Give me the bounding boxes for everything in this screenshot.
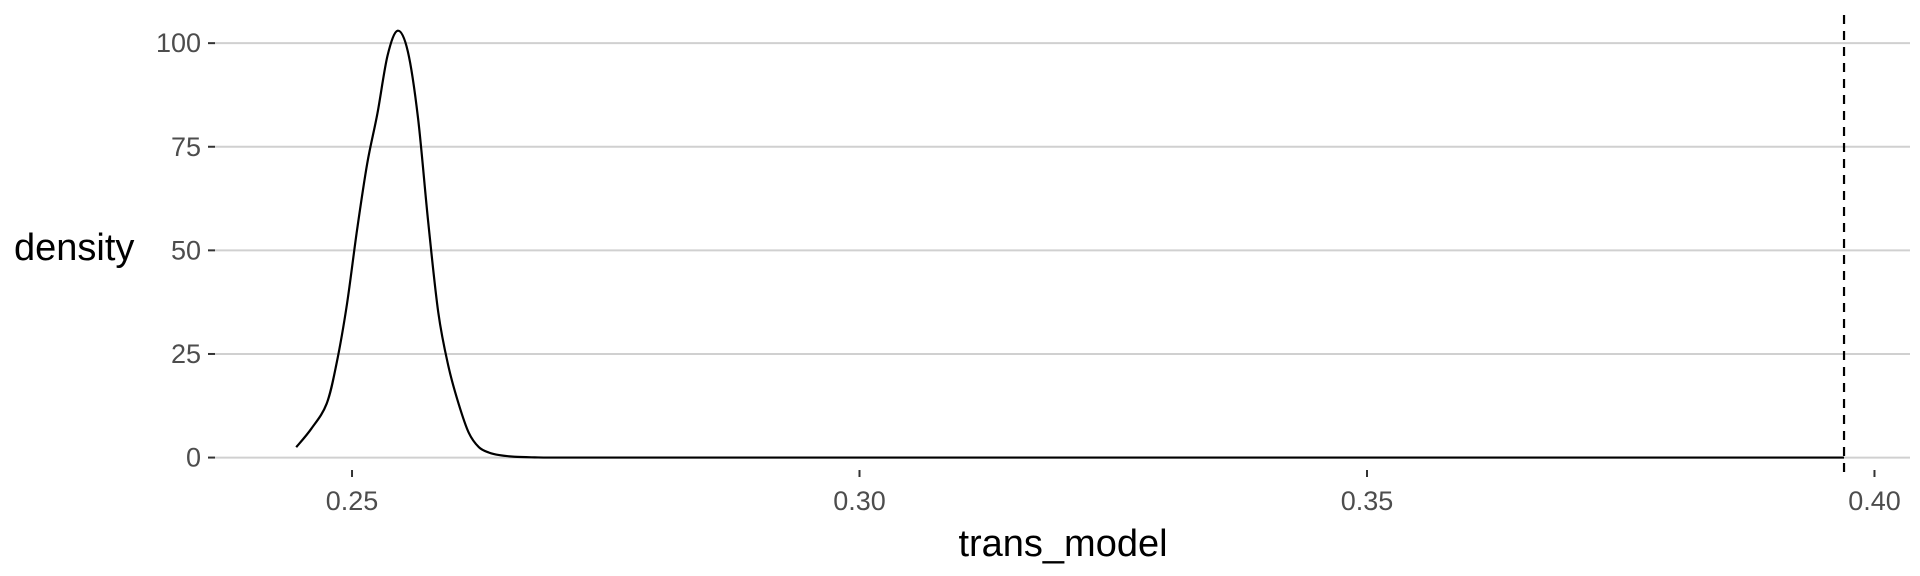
x-tick-label: 0.40 <box>1848 486 1901 516</box>
y-tick-label: 75 <box>171 132 201 162</box>
y-axis: 0 25 50 75 100 <box>156 28 215 473</box>
y-tick-label: 100 <box>156 28 201 58</box>
gridlines <box>215 42 1910 459</box>
x-axis: 0.25 0.30 0.35 0.40 <box>326 470 1901 516</box>
x-tick-label: 0.35 <box>1341 486 1394 516</box>
y-tick-label: 0 <box>186 443 201 473</box>
x-tick-label: 0.25 <box>326 486 379 516</box>
x-axis-title: trans_model <box>958 523 1167 565</box>
y-axis-title: density <box>14 227 134 269</box>
density-curve <box>295 29 1845 459</box>
y-tick-label: 25 <box>171 339 201 369</box>
x-tick-label: 0.30 <box>833 486 886 516</box>
y-tick-label: 50 <box>171 235 201 265</box>
plot-area <box>295 15 1846 478</box>
